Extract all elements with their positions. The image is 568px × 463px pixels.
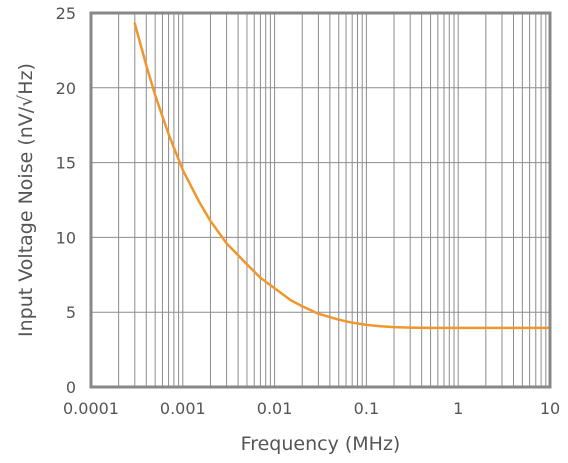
y-tick-label: 20: [56, 79, 76, 98]
x-tick-label: 0.1: [354, 399, 379, 418]
y-tick-label: 5: [66, 303, 76, 322]
x-tick-label: 0.001: [160, 399, 206, 418]
y-axis-label: Input Voltage Noise (nV/√Hz): [15, 63, 37, 337]
series-layer: [133, 22, 552, 330]
x-tick-label: 10: [540, 399, 560, 418]
x-tick-label: 0.01: [257, 399, 293, 418]
x-axis-label: Frequency (MHz): [241, 433, 401, 455]
x-tick-label: 1: [453, 399, 463, 418]
y-tick-label: 15: [56, 154, 76, 173]
x-tick-label: 0.0001: [63, 399, 119, 418]
grid-lines: [90, 12, 550, 388]
plot-frame: [89, 11, 552, 389]
y-tick-label: 10: [56, 228, 76, 247]
x-tick-labels: 0.0001 0.001 0.01 0.1 1 10: [63, 399, 560, 418]
y-tick-labels: 0 5 10 15 20 25: [56, 4, 76, 397]
noise-series-line: [133, 22, 552, 330]
y-tick-label: 25: [56, 4, 76, 23]
y-tick-label: 0: [66, 378, 76, 397]
